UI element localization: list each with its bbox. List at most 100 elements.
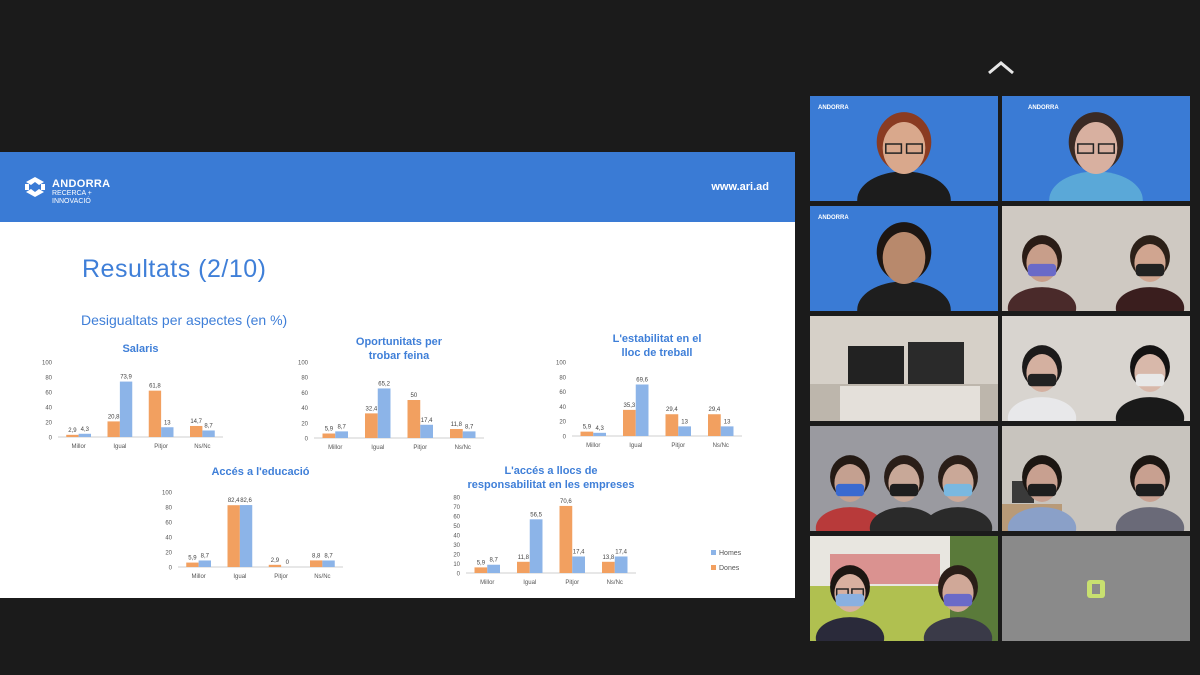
bar-dones [559, 505, 573, 573]
y-tick-label: 60 [165, 521, 172, 527]
person [815, 565, 885, 641]
bar-dones [365, 413, 378, 438]
participant-5-video-tile[interactable] [810, 316, 998, 421]
bar-dones [148, 390, 162, 437]
data-label: 29,4 [709, 407, 721, 413]
video-feed: ANDORRA [810, 96, 998, 201]
bar-dones [580, 431, 594, 436]
data-label: 29,4 [666, 407, 678, 413]
y-tick-label: 80 [165, 506, 172, 512]
y-tick-label: 80 [453, 496, 460, 502]
video-feed [810, 426, 998, 531]
person [1007, 345, 1077, 421]
data-label: 8,7 [324, 553, 333, 559]
participant-7-video-tile[interactable] [810, 426, 998, 531]
slide-title: Resultats (2/10) [82, 255, 267, 283]
data-label: 2,9 [68, 428, 77, 434]
x-tick-label: Millor [480, 580, 494, 586]
video-feed [1002, 316, 1190, 421]
bar-homes [487, 564, 500, 573]
y-tick-label: 80 [559, 375, 566, 381]
x-tick-label: Igual [113, 444, 126, 450]
video-gallery: ANDORRA ANDORRA ANDORRA [810, 96, 1190, 642]
bar-dones [623, 409, 636, 436]
bar-dones [310, 560, 323, 567]
x-tick-label: Igual [371, 445, 384, 451]
x-tick-label: Ns/Nc [455, 445, 471, 451]
data-label: 11,8 [451, 422, 463, 428]
chart-5: L'accés a llocs de responsabilitat en les… [453, 465, 636, 586]
y-tick-label: 80 [301, 376, 308, 382]
data-label: 8,7 [337, 424, 346, 430]
video-feed: ANDORRA [810, 206, 998, 311]
x-tick-label: Millor [328, 445, 342, 451]
bar-homes [202, 430, 215, 437]
shared-slide: ANDORRA RECERCA + INNOVACIÓ www.ari.ad R… [0, 152, 795, 598]
bar-dones [407, 400, 421, 438]
y-tick-label: 30 [453, 543, 460, 549]
chart-title: L'estabilitat en el [613, 333, 702, 345]
y-tick-label: 70 [453, 505, 460, 511]
participant-2-video-tile[interactable]: ANDORRA [1002, 96, 1190, 201]
chart-title: Salaris [122, 343, 158, 355]
person [1115, 235, 1185, 311]
participant-3-video-tile[interactable]: ANDORRA [810, 206, 998, 311]
video-feed [1002, 206, 1190, 311]
y-tick-label: 60 [301, 391, 308, 397]
chevron-up-icon[interactable] [986, 58, 1016, 78]
participant-4-video-tile[interactable] [1002, 206, 1190, 311]
bar-homes [198, 560, 211, 567]
brand-name: ANDORRA [52, 178, 111, 190]
data-label: 65,2 [378, 381, 390, 387]
legend-label-homes: Homes [719, 550, 742, 557]
data-label: 82,4 [228, 498, 240, 504]
brand-subtitle: RECERCA + INNOVACIÓ [52, 190, 92, 205]
x-tick-label: Ns/Nc [314, 574, 330, 580]
bar-dones [227, 505, 240, 567]
data-label: 13 [164, 420, 171, 426]
participant-9-video-tile[interactable] [810, 536, 998, 641]
y-tick-label: 40 [453, 534, 460, 540]
participant-8-video-tile[interactable] [1002, 426, 1190, 531]
y-tick-label: 40 [301, 406, 308, 412]
y-tick-label: 60 [453, 515, 460, 521]
data-label: 13,8 [603, 555, 615, 561]
y-tick-label: 20 [559, 420, 566, 426]
bar-homes [161, 427, 174, 437]
y-tick-label: 100 [42, 361, 53, 367]
person [857, 112, 951, 201]
bar-dones [66, 434, 79, 437]
bar-dones [602, 561, 615, 573]
bar-homes [377, 388, 391, 438]
data-label: 17,4 [615, 549, 627, 555]
bar-dones [708, 414, 721, 436]
andorra-logo-icon [25, 177, 45, 197]
data-label: 20,8 [108, 414, 120, 420]
chart-4: Accés a l'educació 0 20 40 60 80 100 Millor 5,9 8… [162, 466, 343, 580]
chart-title: Oportunitats per [356, 336, 443, 348]
x-tick-label: Pitjor [671, 443, 685, 449]
bar-homes [335, 431, 348, 438]
data-label: 11,8 [518, 555, 530, 561]
video-feed [1002, 426, 1190, 531]
participant-6-video-tile[interactable] [1002, 316, 1190, 421]
data-label: 2,9 [271, 558, 280, 564]
participant-1-video-tile[interactable]: ANDORRA [810, 96, 998, 201]
video-feed [1002, 536, 1190, 641]
bar-homes [678, 426, 691, 436]
data-label: 0 [286, 560, 290, 566]
participant-10-video-tile[interactable] [1002, 536, 1190, 641]
tile-logo-text: ANDORRA [818, 215, 849, 221]
x-tick-label: Millor [586, 443, 600, 449]
y-tick-label: 40 [165, 536, 172, 542]
data-label: 56,5 [530, 512, 542, 518]
y-tick-label: 0 [49, 436, 53, 442]
data-label: 4,3 [81, 427, 90, 433]
person [923, 455, 993, 531]
video-feed [810, 536, 998, 641]
slide-url: www.ari.ad [711, 181, 769, 193]
data-label: 13 [724, 419, 731, 425]
data-label: 4,3 [595, 426, 604, 432]
y-tick-label: 100 [298, 361, 309, 367]
chart-title: responsabilitat en les empreses [468, 479, 635, 491]
